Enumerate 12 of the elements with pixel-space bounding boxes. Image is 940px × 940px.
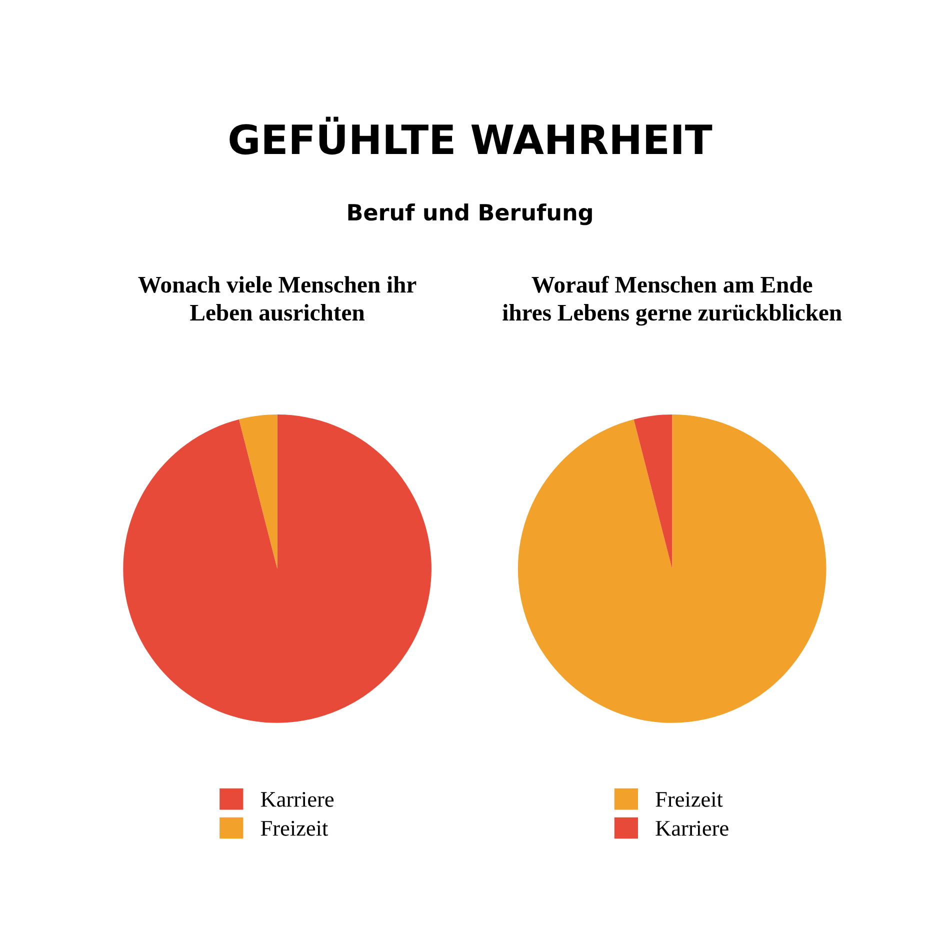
pie-slice bbox=[238, 414, 278, 569]
legend-label: Freizeit bbox=[260, 820, 328, 836]
text: Beruf und Berufung bbox=[348, 203, 592, 226]
chart-title: Wonach viele Menschen ihr Leben ausrichten bbox=[138, 276, 416, 321]
text: GEFÜHLTE WAHRHEIT bbox=[230, 116, 712, 155]
pie-slice bbox=[634, 414, 672, 569]
pie-slice bbox=[518, 414, 826, 723]
pie-slice bbox=[123, 414, 432, 723]
legend-label: Freizeit bbox=[656, 792, 723, 807]
legend-label: Karriere bbox=[260, 792, 334, 807]
legend-label: Karriere bbox=[656, 820, 728, 836]
chart-title: Worauf Menschen am Ende ihres Lebens gerne zurückblicken bbox=[502, 276, 842, 326]
